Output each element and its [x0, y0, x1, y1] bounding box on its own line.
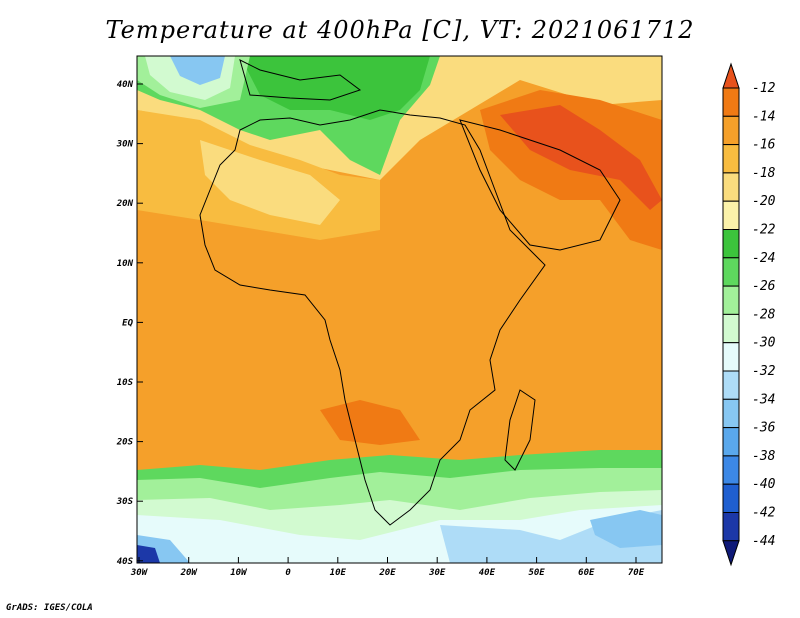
lat-tick-label: 20N	[116, 199, 134, 209]
lon-tick-label: 20E	[378, 568, 396, 578]
lon-tick-label: 30W	[130, 568, 149, 578]
colorbar-label: -18	[752, 166, 776, 181]
lat-tick-label: 30N	[116, 140, 134, 150]
colorbar-swatch	[722, 200, 740, 230]
lat-tick-label: 40N	[117, 80, 134, 90]
colorbar-swatch	[722, 115, 740, 146]
map-frame	[136, 55, 663, 564]
colorbar-swatch	[722, 144, 740, 174]
colorbar-swatch	[722, 370, 740, 400]
temperature-field	[137, 56, 662, 563]
lat-tick-label: 40S	[117, 557, 134, 567]
lat-tick-label: EQ	[122, 318, 133, 328]
colorbar-label: -20	[752, 194, 776, 209]
colorbar-label: -30	[752, 336, 776, 351]
colorbar-top-cap	[722, 62, 740, 89]
lat-tick-label: 10N	[117, 259, 134, 269]
colorbar-label: -32	[752, 364, 776, 379]
colorbar-swatch	[722, 313, 740, 344]
colorbar-label: -40	[752, 477, 776, 492]
colorbar-label: -28	[752, 307, 776, 322]
lat-tick-label: 20S	[116, 438, 134, 448]
colorbar-bottom-cap	[722, 540, 740, 567]
lon-tick-label: 20W	[180, 568, 199, 578]
colorbar-swatch	[722, 285, 740, 315]
colorbar-label: -42	[752, 506, 776, 521]
colorbar-swatch	[722, 257, 740, 287]
colorbar: -12 -14 -16 -18 -20 -22 -24 -26 -28 -30 -32 -34 -36 -…	[722, 62, 776, 567]
colorbar-label: -12	[752, 81, 776, 96]
lon-tick-label: 30E	[428, 568, 446, 578]
lon-tick-label: 50E	[528, 568, 545, 578]
colorbar-label: -24	[752, 251, 775, 266]
lon-tick-label: 10E	[330, 568, 347, 578]
colorbar-swatch	[722, 512, 740, 542]
map-title: Temperature at 400hPa [C], VT: 202106171…	[105, 16, 695, 44]
credit-text: GrADS: IGES/COLA	[6, 603, 93, 613]
colorbar-swatch	[722, 342, 740, 372]
colorbar-label: -16	[752, 138, 776, 153]
lon-tick-label: 10W	[230, 568, 248, 578]
colorbar-swatch	[722, 455, 740, 485]
colorbar-swatch	[722, 398, 740, 429]
colorbar-label: -22	[752, 223, 776, 238]
colorbar-swatch	[722, 483, 740, 514]
longitude-axis: 30W 20W 10W 0 10E 20E 30E 40E 50E 60E 70E	[130, 557, 645, 578]
colorbar-label: -44	[752, 534, 775, 549]
colorbar-label: -14	[752, 109, 775, 124]
colorbar-swatch	[722, 427, 740, 457]
lon-tick-label: 70E	[628, 568, 645, 578]
latitude-axis: 40N 30N 20N 10N EQ 10S 20S 30S 40S	[116, 80, 143, 567]
lon-tick-label: 0	[285, 568, 291, 578]
lon-tick-label: 60E	[578, 568, 595, 578]
colorbar-label: -38	[752, 449, 776, 464]
lon-tick-label: 40E	[479, 568, 496, 578]
colorbar-swatch	[722, 87, 740, 117]
coastlines	[199, 59, 621, 526]
lat-tick-label: 10S	[117, 378, 134, 388]
colorbar-label: -36	[752, 421, 776, 436]
colorbar-label: -34	[752, 392, 775, 407]
colorbar-swatch	[722, 229, 740, 259]
colorbar-swatch	[722, 172, 740, 202]
colorbar-label: -26	[752, 279, 776, 294]
lat-tick-label: 30S	[116, 497, 134, 507]
